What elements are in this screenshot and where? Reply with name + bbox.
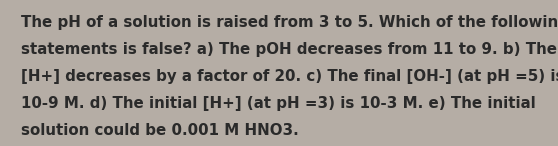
Text: [H+] decreases by a factor of 20. c) The final [OH-] (at pH =5) is: [H+] decreases by a factor of 20. c) The… bbox=[21, 69, 558, 84]
Text: The pH of a solution is raised from 3 to 5. Which of the following: The pH of a solution is raised from 3 to… bbox=[21, 15, 558, 30]
Text: solution could be 0.001 M HNO3.: solution could be 0.001 M HNO3. bbox=[21, 123, 299, 138]
Text: statements is false? a) The pOH decreases from 11 to 9. b) The: statements is false? a) The pOH decrease… bbox=[21, 42, 557, 57]
Text: 10-9 M. d) The initial [H+] (at pH =3) is 10-3 M. e) The initial: 10-9 M. d) The initial [H+] (at pH =3) i… bbox=[21, 96, 536, 111]
